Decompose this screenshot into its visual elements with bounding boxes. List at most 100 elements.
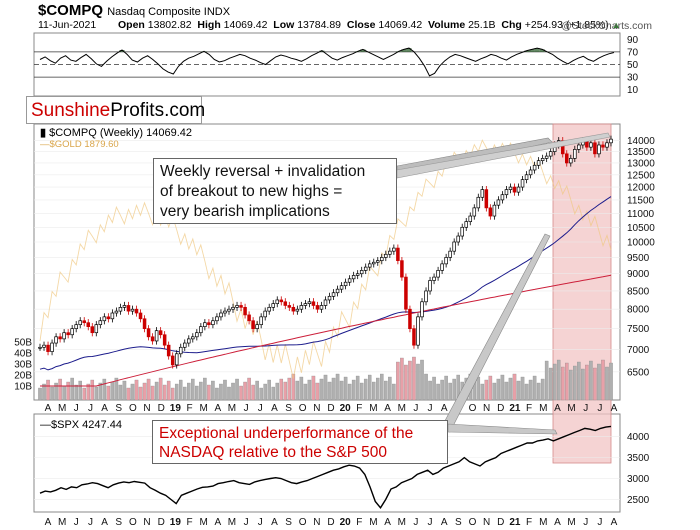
volume-bar xyxy=(114,377,119,401)
candle-body xyxy=(110,312,115,320)
spx-legend: —$SPX 4247.44 xyxy=(40,419,122,431)
spx-x-tick-label: J xyxy=(597,517,602,528)
candle-body xyxy=(363,266,368,271)
spx-x-tick-label: J xyxy=(88,517,93,528)
price-x-tick-label: A xyxy=(611,403,618,414)
candle-body xyxy=(508,186,513,190)
candle-body xyxy=(299,305,304,310)
price-x-tick-label: 20 xyxy=(340,403,352,414)
volume-bar xyxy=(319,378,324,401)
candle-body xyxy=(376,260,380,263)
candle-body xyxy=(70,328,74,336)
volume-bar xyxy=(279,378,284,401)
candle-body xyxy=(512,186,517,193)
volume-bar xyxy=(307,379,312,401)
candle-body xyxy=(416,316,420,346)
volume-bar xyxy=(335,373,340,401)
candle-body xyxy=(536,160,541,166)
price-x-tick-label: A xyxy=(554,403,561,414)
price-x-tick-label: A xyxy=(384,403,391,414)
close-value: 14069.42 xyxy=(378,19,423,31)
price-tick-label: 11000 xyxy=(627,209,655,220)
spx-tick-label: 4000 xyxy=(627,432,650,443)
candle-body xyxy=(187,338,191,344)
ticker-symbol: $COMPQ xyxy=(38,2,104,19)
volume-bar xyxy=(315,382,320,401)
rsi-overbought-fill xyxy=(119,50,125,52)
spx-x-tick-label: J xyxy=(583,517,588,528)
volume-bar xyxy=(480,383,485,401)
volume-bar xyxy=(601,359,605,401)
spx-x-tick-label: A xyxy=(611,517,618,528)
candle-body xyxy=(384,253,388,258)
spx-x-tick-label: M xyxy=(369,517,377,528)
candle-body xyxy=(456,235,460,243)
price-x-tick-label: N xyxy=(143,403,150,414)
spx-x-tick-label: S xyxy=(115,517,122,528)
volume-bar xyxy=(544,360,549,401)
spx-x-tick-label: A xyxy=(101,517,108,528)
volume-bar xyxy=(122,380,127,401)
candle-body xyxy=(102,316,107,322)
volume-bar xyxy=(142,382,147,401)
price-x-tick-label: S xyxy=(115,403,122,414)
candle-body xyxy=(420,301,424,318)
price-x-tick-label: N xyxy=(313,403,320,414)
volume-bar xyxy=(199,381,203,401)
candle-body xyxy=(532,164,537,171)
candle-body xyxy=(275,299,280,304)
price-x-tick-label: J xyxy=(583,403,588,414)
volume-bar xyxy=(195,385,199,401)
volume-bar xyxy=(347,383,352,401)
volume-bar xyxy=(404,364,408,401)
volume-bar xyxy=(376,377,380,401)
spx-x-tick-label: A xyxy=(45,517,52,528)
price-x-tick-label: O xyxy=(129,403,137,414)
annotation-arrows xyxy=(396,132,611,435)
spx-x-tick-label: J xyxy=(413,517,418,528)
logo-part-sunshine: Sunshine xyxy=(31,100,111,121)
volume-bar xyxy=(191,378,195,401)
price-candles xyxy=(38,135,613,369)
rsi-overbought-fill xyxy=(319,50,325,52)
spx-x-tick-label: A xyxy=(441,517,448,528)
candle-body xyxy=(126,305,131,312)
volume-bar xyxy=(247,377,251,401)
candle-body xyxy=(460,226,464,237)
volume-bar xyxy=(267,379,271,401)
spx-x-tick-label: O xyxy=(129,517,137,528)
candle-body xyxy=(138,312,143,320)
volume-bar xyxy=(428,380,432,401)
line-icon: — xyxy=(40,419,51,431)
candle-body xyxy=(154,330,159,342)
candle-body xyxy=(267,306,271,312)
candle-body xyxy=(488,207,493,217)
volume-bar xyxy=(227,386,231,401)
candle-body xyxy=(106,316,111,320)
candle-body xyxy=(323,299,328,306)
rsi-tick-label: 30 xyxy=(627,73,639,84)
candle-body xyxy=(343,281,348,287)
price-x-tick-label: A xyxy=(101,403,108,414)
volume-tick-label: 30B xyxy=(14,360,32,371)
candle-body xyxy=(255,324,259,330)
spx-x-tick-label: F xyxy=(186,517,192,528)
price-tick-label: 10000 xyxy=(627,237,655,248)
candle-body xyxy=(371,261,376,265)
candle-body xyxy=(46,344,50,352)
candle-body xyxy=(86,322,91,328)
candle-body xyxy=(472,207,477,217)
spx-x-tick-label: N xyxy=(313,517,320,528)
volume-bar xyxy=(275,382,280,401)
volume-bar xyxy=(150,385,155,401)
candle-body xyxy=(279,299,284,303)
volume-bar xyxy=(331,377,336,401)
candle-body xyxy=(295,308,300,312)
volume-bar xyxy=(255,380,259,401)
volume-bar xyxy=(540,378,545,401)
candle-body xyxy=(239,305,243,308)
candle-body xyxy=(565,153,569,164)
volume-bar xyxy=(367,374,372,401)
rsi-tick-label: 50 xyxy=(627,60,639,71)
volume-bar xyxy=(138,386,143,401)
